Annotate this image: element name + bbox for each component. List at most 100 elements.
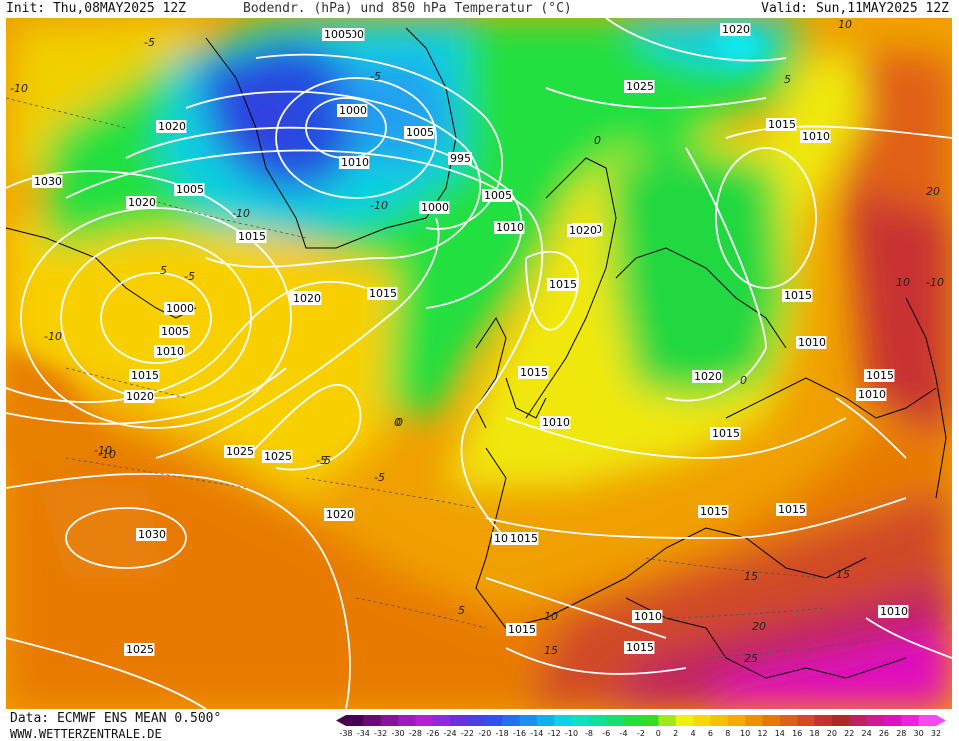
svg-text:1015: 1015 [520,366,548,379]
legend-swatch [797,715,816,726]
isobar-label: 1025 [124,643,155,656]
legend-swatch [606,715,625,726]
temperature-label: -10 [926,276,944,289]
isobar-label: 1020 [156,120,187,133]
legend-swatch [519,715,538,726]
svg-text:1020: 1020 [722,23,750,36]
legend-swatch [363,715,382,726]
temperature-label: 25 [744,652,758,665]
temperature-label: 10 [896,276,910,289]
init-time: Init: Thu,08MAY2025 12Z [6,1,187,16]
svg-text:1000: 1000 [421,201,449,214]
legend-tick-label: -18 [496,729,509,738]
legend-swatch [745,715,763,726]
isobar-label: 1015 [864,369,895,382]
legend-swatch [901,715,920,726]
isobar-label: 1020 [126,196,157,209]
temperature-fill [6,18,952,709]
temperature-label: 0 [740,374,747,387]
legend-tick-label: -32 [374,729,387,738]
svg-text:1020: 1020 [694,370,722,383]
isobar-label: 1015 [508,532,539,545]
temperature-label: 10 [544,610,558,623]
svg-text:1005: 1005 [406,126,434,139]
legend-swatch [467,715,486,726]
svg-text:1010: 1010 [880,605,908,618]
coastlines [6,27,947,679]
legend-tick-label: 24 [861,729,871,738]
legend-swatch [623,715,642,726]
svg-text:1015: 1015 [700,505,728,518]
legend-swatch [866,715,885,726]
isobar-label: 1010 [800,130,831,143]
legend-swatch [831,715,850,726]
isobar-label: 1010 [878,605,909,618]
isobar-label: 1015 [236,230,267,243]
legend-tick-label: -38 [339,729,352,738]
legend-tick-label: -28 [409,729,422,738]
legend-tick-label: -24 [444,729,457,738]
svg-text:1015: 1015 [131,369,159,382]
svg-text:1020: 1020 [126,390,154,403]
svg-text:1020: 1020 [158,120,186,133]
legend-tick-label: -34 [357,729,370,738]
temperature-label: 15 [744,570,758,583]
svg-text:1030: 1030 [34,175,62,188]
legend-swatch [883,715,902,726]
legend-tick-label: 32 [931,729,941,738]
svg-text:1015: 1015 [508,623,536,636]
legend-tick-label: 22 [844,729,854,738]
svg-text:1020: 1020 [128,196,156,209]
website-credit: WWW.WETTERZENTRALE.DE [10,727,162,741]
svg-text:1015: 1015 [866,369,894,382]
map-canvas: 1000100510201005100010101005995100010051… [6,18,952,709]
legend-swatch [779,715,798,726]
legend-swatch [380,715,399,726]
temperature-label: -10 [44,330,62,343]
isobar-label: 1015 [766,118,797,131]
svg-text:1010: 1010 [634,610,662,623]
isobar-label: 1005 [159,325,190,338]
legend-swatch [398,715,416,726]
isobar-label: 1015 [518,366,549,379]
svg-text:1010: 1010 [341,156,369,169]
legend-swatch [675,715,694,726]
isobar-label: 1005 [404,126,435,139]
legend-tick-label: 6 [708,729,713,738]
temperature-label: 20 [752,620,766,633]
svg-text:1010: 1010 [802,130,830,143]
temperature-label: -10 [232,207,250,220]
isobars [6,18,952,709]
isobar-label: 1000 [419,201,450,214]
legend-tick-label: -8 [585,729,593,738]
svg-text:995: 995 [450,152,471,165]
temperature-label: 5 [324,454,331,467]
legend-tick-label: -10 [565,729,578,738]
legend-tick-label: 4 [691,729,696,738]
isobar-labels: 1000100510201005100010101005995100010051… [32,23,909,656]
legend-arrow-right [936,715,946,726]
legend-swatch [814,715,833,726]
legend-tick-label: 18 [809,729,819,738]
isobar-label: 1010 [339,156,370,169]
temperature-label: -10 [98,448,116,461]
svg-text:1025: 1025 [226,445,254,458]
svg-text:1005: 1005 [484,189,512,202]
isobar-label: 1015 [782,289,813,302]
legend-tick-label: -20 [478,729,491,738]
legend-tick-label: 10 [740,729,750,738]
legend-swatch [588,715,607,726]
temperature-label: -10 [94,444,112,457]
isobar-label: 1030 [32,175,63,188]
isobar-label: 1015 [367,287,398,300]
svg-text:1015: 1015 [369,287,397,300]
legend-tick-label: -30 [392,729,405,738]
legend-swatch [693,715,711,726]
temperature-label: 20 [926,185,940,198]
isobar-label: 1005 [174,183,205,196]
legend-swatch [658,715,677,726]
legend-tick-label: 30 [914,729,924,738]
svg-text:1015: 1015 [510,532,538,545]
legend-tick-label: -4 [620,729,628,738]
legend-swatch [727,715,746,726]
